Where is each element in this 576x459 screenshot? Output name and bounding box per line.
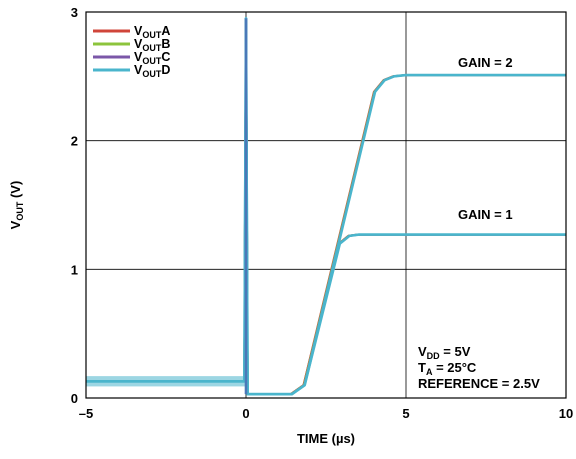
plot-frame <box>85 11 567 399</box>
y-tick-labels: 0 1 2 3 <box>71 5 78 406</box>
annotation-vdd: VDD = 5V <box>418 344 471 361</box>
x-tick-labels: –5 0 5 10 <box>79 406 573 421</box>
legend-label-voutc: VOUTC <box>134 50 170 66</box>
legend-label-voutd: VOUTD <box>134 63 170 79</box>
annotation-reference: REFERENCE = 2.5V <box>418 376 540 391</box>
y-axis-title: VOUT (V) <box>8 181 25 230</box>
legend-label-voutb: VOUTB <box>134 37 170 53</box>
x-tick-label: –5 <box>79 406 93 421</box>
y-tick-label: 0 <box>71 391 78 406</box>
x-tick-label: 10 <box>559 406 573 421</box>
curves <box>86 17 566 396</box>
annotation-gain-1: GAIN = 1 <box>458 207 513 222</box>
x-tick-label: 5 <box>402 406 409 421</box>
y-tick-label: 3 <box>71 5 78 20</box>
y-tick-label: 1 <box>71 262 78 277</box>
x-tick-label: 0 <box>242 406 249 421</box>
x-axis-title: TIME (µs) <box>297 431 355 446</box>
annotation-ta: TA = 25°C <box>418 360 477 377</box>
y-tick-label: 2 <box>71 134 78 149</box>
legend-label-vouta: VOUTA <box>134 24 170 40</box>
baseline-noise-band <box>86 376 245 387</box>
annotation-gain-2: GAIN = 2 <box>458 55 513 70</box>
